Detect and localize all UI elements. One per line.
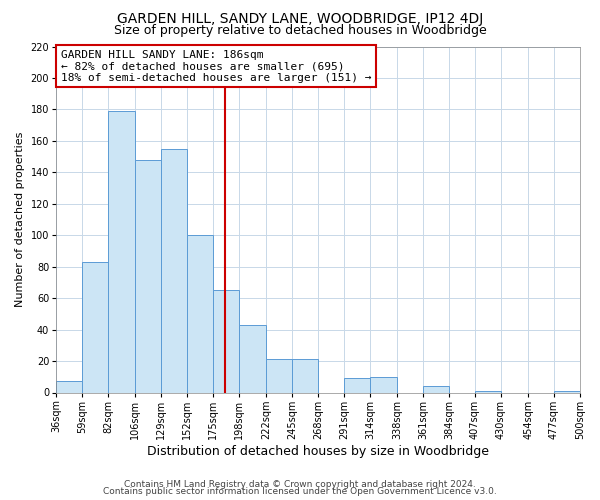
Text: Size of property relative to detached houses in Woodbridge: Size of property relative to detached ho… [113,24,487,37]
Bar [554,391,580,392]
Text: GARDEN HILL, SANDY LANE, WOODBRIDGE, IP12 4DJ: GARDEN HILL, SANDY LANE, WOODBRIDGE, IP1… [117,12,483,26]
Bar [56,382,82,392]
Y-axis label: Number of detached properties: Number of detached properties [15,132,25,307]
Bar [82,262,108,392]
Bar [187,235,213,392]
Bar [266,360,292,392]
X-axis label: Distribution of detached houses by size in Woodbridge: Distribution of detached houses by size … [147,444,489,458]
Bar [292,360,318,392]
Bar [370,377,397,392]
Bar [213,290,239,392]
Text: Contains public sector information licensed under the Open Government Licence v3: Contains public sector information licen… [103,487,497,496]
Text: Contains HM Land Registry data © Crown copyright and database right 2024.: Contains HM Land Registry data © Crown c… [124,480,476,489]
Bar [475,391,501,392]
Bar [161,148,187,392]
Bar [344,378,370,392]
Bar [135,160,161,392]
Text: GARDEN HILL SANDY LANE: 186sqm
← 82% of detached houses are smaller (695)
18% of: GARDEN HILL SANDY LANE: 186sqm ← 82% of … [61,50,371,83]
Bar [108,111,135,392]
Bar [239,325,266,392]
Bar [423,386,449,392]
